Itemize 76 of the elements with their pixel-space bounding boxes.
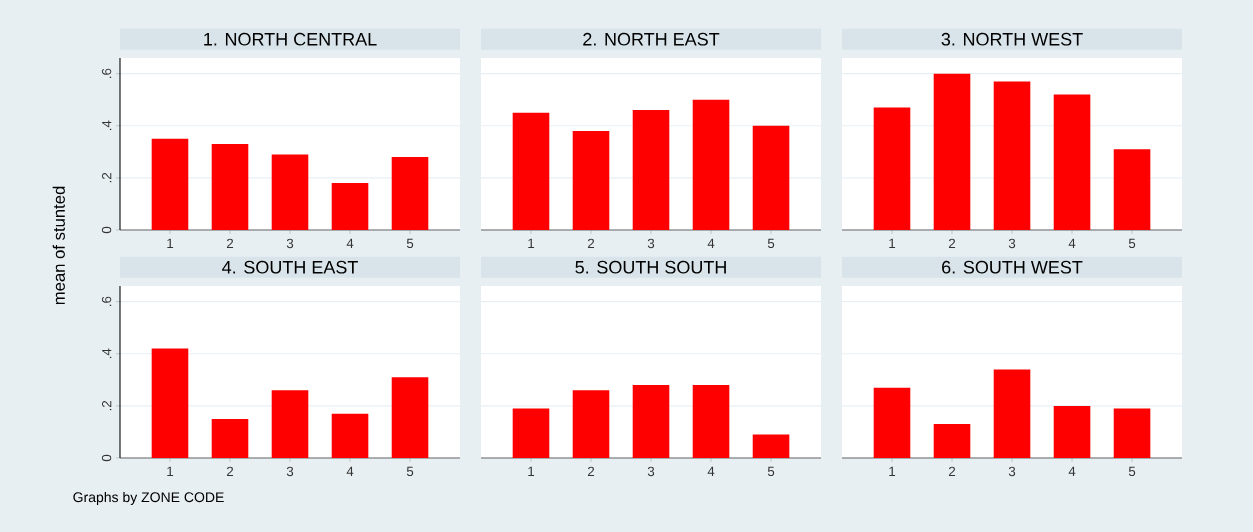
x-tick-label: 4 — [707, 238, 715, 248]
bar — [211, 144, 249, 230]
bar — [873, 107, 911, 230]
y-tick-label: .4 — [102, 120, 112, 131]
bar — [632, 385, 670, 458]
bar — [331, 183, 369, 230]
x-tick-label: 2 — [226, 238, 234, 249]
bar — [632, 110, 670, 230]
bar — [512, 112, 550, 230]
x-tick-label: 3 — [647, 466, 655, 477]
x-tick-label: 1 — [889, 238, 896, 248]
x-tick-label: 4 — [346, 466, 354, 476]
bar — [391, 377, 429, 458]
chart-title: 6. SOUTH WEST — [942, 260, 1083, 274]
x-tick-label: 3 — [1008, 466, 1016, 477]
text: Graphs by ZONE CODE — [73, 491, 224, 505]
y-tick-label: .2 — [101, 400, 112, 411]
x-tick-label: 5 — [1128, 466, 1136, 477]
bar — [1113, 408, 1151, 458]
bar — [993, 369, 1031, 458]
bar — [271, 154, 309, 230]
x-tick-label: 4 — [1068, 238, 1076, 248]
y-axis-title: mean of stunted — [52, 186, 65, 305]
bar — [993, 81, 1031, 230]
bar — [1053, 94, 1091, 230]
bar — [271, 390, 309, 458]
chart-title: 3. NORTH WEST — [941, 32, 1083, 46]
y-tick-label: 0 — [101, 454, 112, 462]
x-tick-label: 2 — [226, 466, 234, 477]
y-tick-label: 0 — [101, 226, 112, 234]
x-tick-label: 1 — [167, 238, 174, 248]
bar — [752, 434, 790, 458]
x-tick-label: 1 — [528, 466, 535, 476]
y-tick-label: .6 — [101, 296, 112, 306]
bar — [391, 157, 429, 230]
x-tick-label: 3 — [286, 466, 294, 477]
chart-title: 4. SOUTH EAST — [222, 260, 358, 274]
x-tick-label: 5 — [767, 238, 775, 249]
chart-title: 2. NORTH EAST — [583, 32, 720, 46]
x-tick-label: 4 — [346, 238, 354, 248]
x-tick-label: 3 — [647, 238, 655, 249]
chart-title: 5. SOUTH SOUTH — [575, 260, 726, 274]
bar — [211, 418, 249, 458]
x-tick-label: 1 — [889, 466, 896, 476]
y-tick-label: .6 — [101, 68, 112, 78]
x-tick-label: 5 — [1128, 238, 1136, 249]
bar — [572, 390, 610, 458]
x-tick-label: 1 — [167, 466, 174, 476]
y-tick-label: .2 — [101, 172, 112, 183]
x-tick-label: 2 — [587, 466, 595, 477]
x-tick-label: 2 — [587, 238, 595, 249]
bar — [512, 408, 550, 458]
bar — [1113, 149, 1151, 230]
bar — [933, 73, 971, 230]
chart-title: 1. NORTH CENTRAL — [204, 32, 377, 46]
bar — [752, 125, 790, 230]
bar — [572, 130, 610, 230]
x-tick-label: 2 — [948, 466, 956, 477]
x-tick-label: 4 — [1068, 466, 1076, 476]
bar — [692, 99, 730, 230]
x-tick-label: 5 — [767, 466, 775, 477]
bar — [1053, 405, 1091, 458]
bar — [933, 424, 971, 458]
x-tick-label: 5 — [406, 466, 414, 477]
x-tick-label: 5 — [406, 238, 414, 249]
bar — [692, 385, 730, 458]
x-tick-label: 3 — [286, 238, 294, 249]
x-tick-label: 1 — [528, 238, 535, 248]
y-tick-label: .4 — [102, 348, 112, 359]
bar — [151, 348, 189, 458]
x-tick-label: 2 — [948, 238, 956, 249]
bar — [873, 387, 911, 458]
bar — [151, 138, 189, 230]
bar — [331, 413, 369, 458]
x-tick-label: 4 — [707, 466, 715, 476]
x-tick-label: 3 — [1008, 238, 1016, 249]
